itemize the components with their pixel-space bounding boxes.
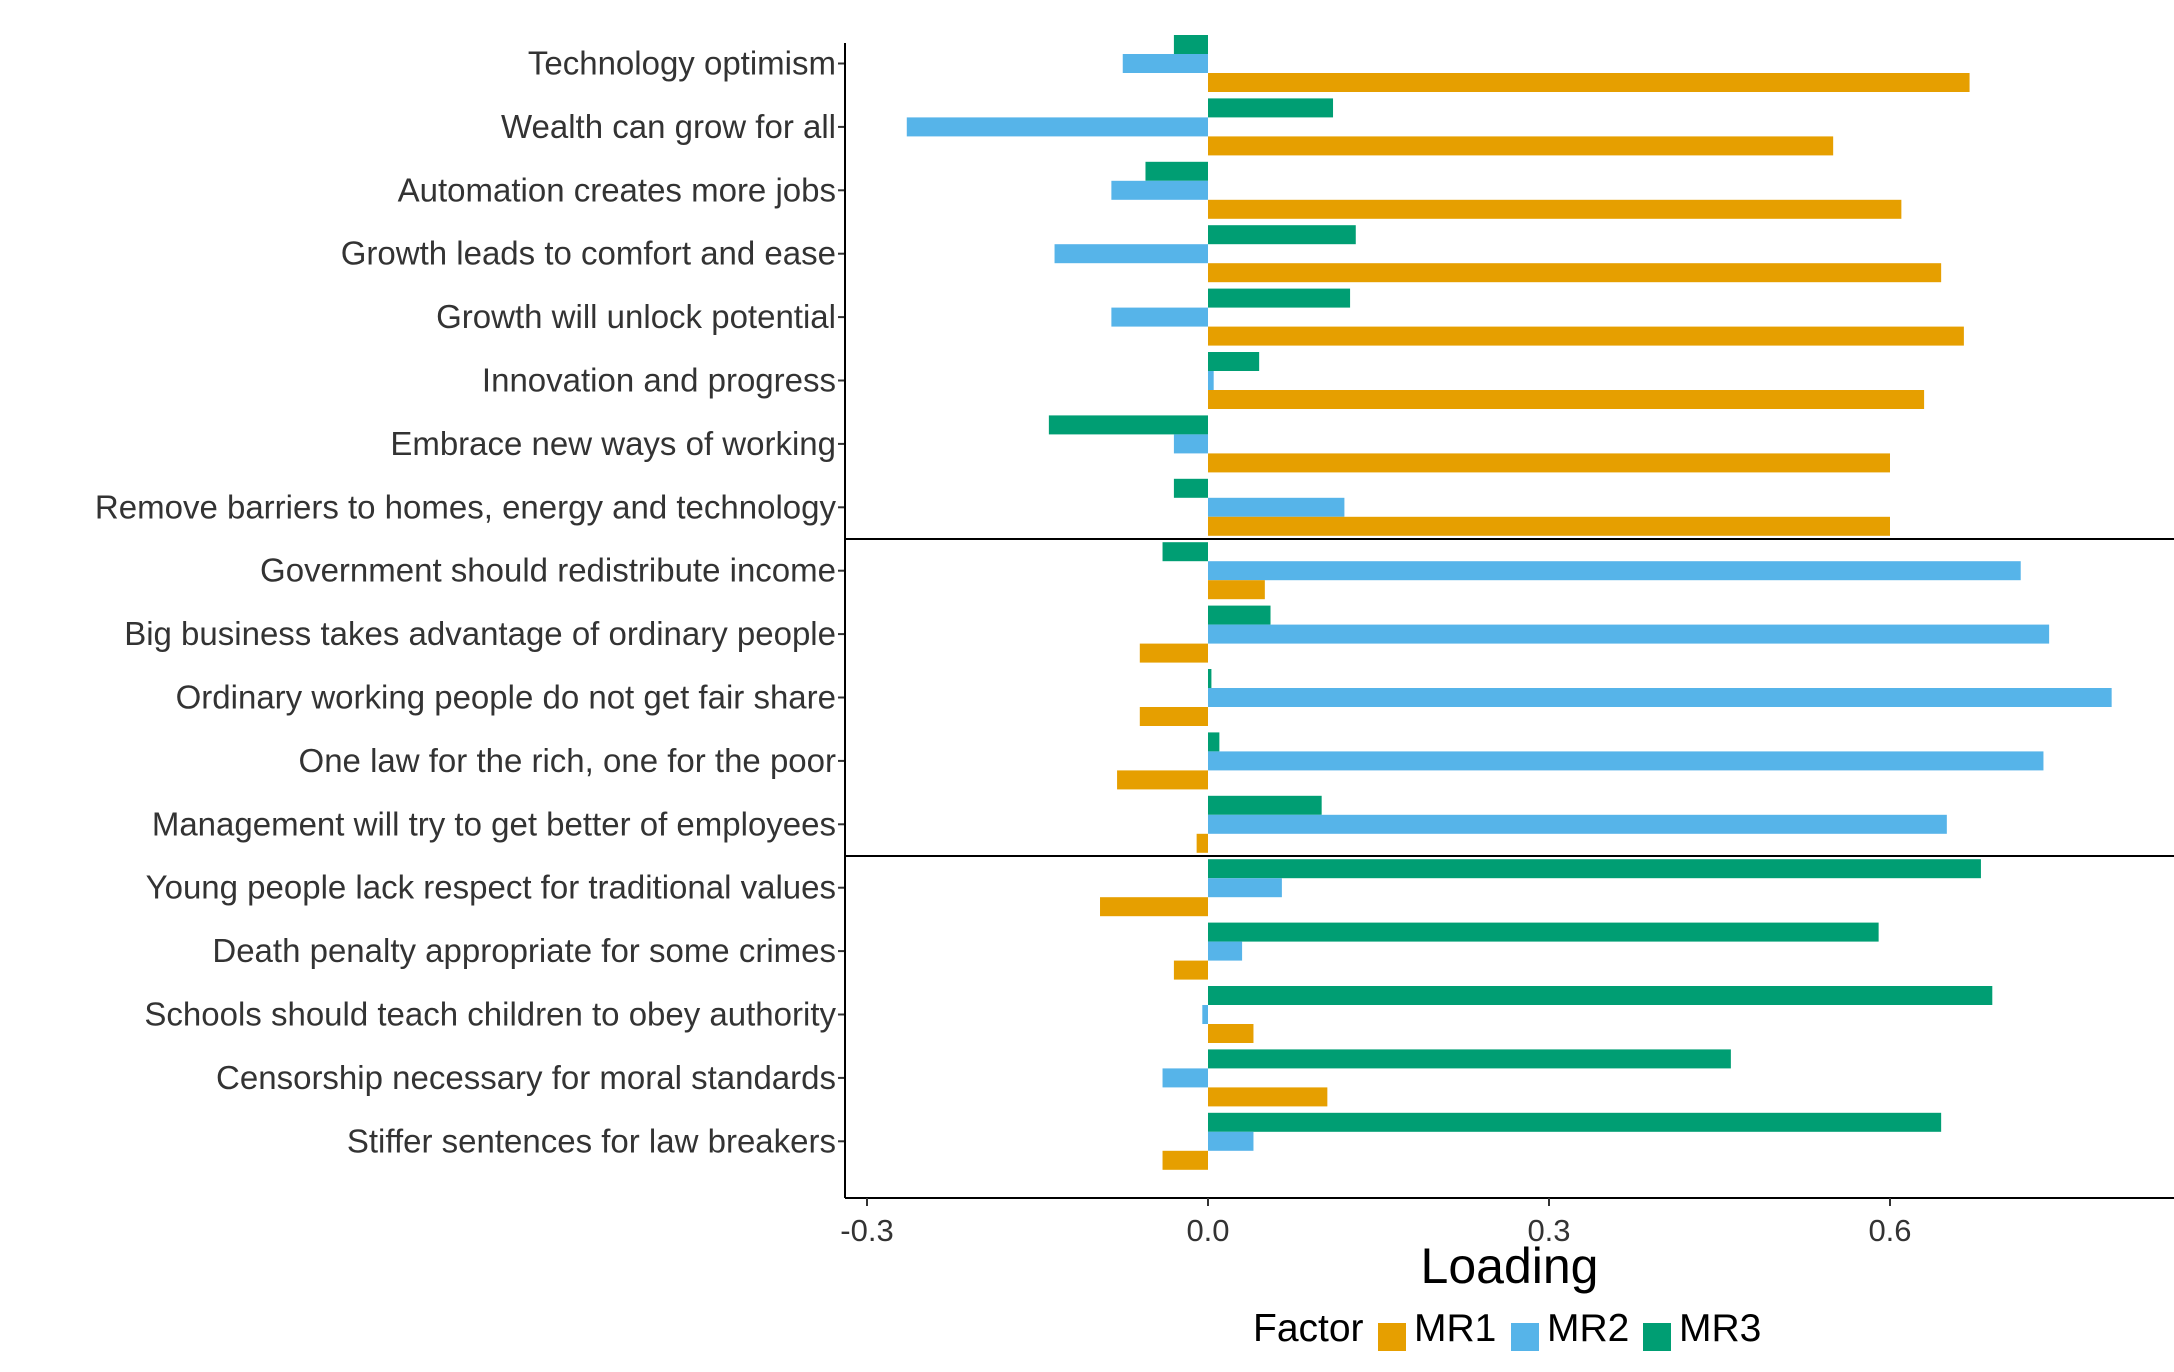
legend-label-mr3: MR3 xyxy=(1679,1307,1761,1350)
bar-mr2-17 xyxy=(1208,1131,1254,1151)
category-label: Ordinary working people do not get fair … xyxy=(176,679,836,716)
bar-mr3-13 xyxy=(1208,859,1981,879)
x-axis-title: Loading xyxy=(1421,1238,1599,1294)
bar-mr3-10 xyxy=(1208,669,1212,688)
bar-layer xyxy=(906,35,2112,1170)
bar-mr2-14 xyxy=(1208,941,1243,961)
bar-mr3-9 xyxy=(1208,605,1271,625)
bar-mr1-14 xyxy=(1173,960,1208,980)
bar-mr1-8 xyxy=(1208,580,1265,600)
bar-mr1-0 xyxy=(1208,73,1970,92)
bar-mr2-6 xyxy=(1173,434,1208,454)
category-label: Growth leads to comfort and ease xyxy=(341,235,836,272)
category-label: Schools should teach children to obey au… xyxy=(144,996,836,1033)
x-tick-label: 0.0 xyxy=(1186,1213,1229,1248)
legend-key-mr1 xyxy=(1378,1323,1406,1351)
legend-label-mr1: MR1 xyxy=(1414,1307,1496,1350)
bar-mr2-0 xyxy=(1122,54,1208,73)
bar-mr1-9 xyxy=(1139,643,1208,663)
category-label: Death penalty appropriate for some crime… xyxy=(212,932,836,969)
bar-mr3-4 xyxy=(1208,288,1351,308)
bar-mr3-8 xyxy=(1162,542,1208,562)
bar-mr2-12 xyxy=(1208,814,1947,834)
bar-mr3-2 xyxy=(1145,161,1208,181)
category-label: One law for the rich, one for the poor xyxy=(299,742,836,779)
bar-mr1-10 xyxy=(1139,707,1208,726)
bar-mr3-17 xyxy=(1208,1112,1942,1132)
bar-mr1-15 xyxy=(1208,1024,1254,1043)
bar-mr3-0 xyxy=(1173,35,1208,54)
bar-mr2-11 xyxy=(1208,751,2044,771)
legend: Factor MR1 MR2 MR3 xyxy=(1253,1307,1761,1351)
category-label: Censorship necessary for moral standards xyxy=(216,1059,836,1096)
category-label: Young people lack respect for traditiona… xyxy=(146,869,836,906)
bar-mr3-15 xyxy=(1208,986,1993,1005)
bar-mr2-16 xyxy=(1162,1068,1208,1088)
bar-mr1-2 xyxy=(1208,199,1902,219)
bar-mr3-7 xyxy=(1173,478,1208,498)
category-label: Government should redistribute income xyxy=(260,552,836,589)
x-tick-label: -0.3 xyxy=(840,1213,893,1248)
category-label: Big business takes advantage of ordinary… xyxy=(124,615,836,652)
bar-mr3-1 xyxy=(1208,98,1334,118)
category-label: Technology optimism xyxy=(528,45,836,82)
bar-mr2-3 xyxy=(1054,244,1208,264)
legend-key-mr2 xyxy=(1511,1323,1539,1351)
legend-title: Factor xyxy=(1253,1307,1364,1350)
category-label: Stiffer sentences for law breakers xyxy=(347,1122,836,1159)
group-separators xyxy=(845,538,2174,857)
bar-mr3-5 xyxy=(1208,352,1260,371)
bar-mr3-12 xyxy=(1208,795,1322,815)
bar-mr3-6 xyxy=(1048,415,1208,435)
bar-mr2-5 xyxy=(1208,371,1214,390)
bar-mr2-7 xyxy=(1208,497,1345,517)
bar-mr2-13 xyxy=(1208,878,1282,898)
category-label: Innovation and progress xyxy=(482,362,836,399)
bar-mr1-4 xyxy=(1208,326,1964,346)
category-label: Embrace new ways of working xyxy=(390,425,836,462)
bar-mr1-1 xyxy=(1208,136,1834,156)
bar-mr3-16 xyxy=(1208,1049,1731,1069)
x-tick-label: 0.3 xyxy=(1527,1213,1570,1248)
bar-mr1-7 xyxy=(1208,516,1890,536)
category-label: Remove barriers to homes, energy and tec… xyxy=(95,488,837,525)
bar-mr1-3 xyxy=(1208,263,1942,283)
legend-key-mr3 xyxy=(1643,1323,1671,1351)
bar-mr2-10 xyxy=(1208,688,2112,707)
bar-mr3-14 xyxy=(1208,922,1879,942)
bar-mr3-11 xyxy=(1208,732,1220,752)
bar-mr2-1 xyxy=(906,117,1208,137)
legend-label-mr2: MR2 xyxy=(1547,1307,1629,1350)
bar-mr1-17 xyxy=(1162,1150,1208,1170)
bar-mr2-8 xyxy=(1208,561,2021,581)
category-label: Wealth can grow for all xyxy=(501,108,836,145)
category-label: Growth will unlock potential xyxy=(436,298,836,335)
bar-mr1-11 xyxy=(1117,770,1208,790)
bar-mr1-12 xyxy=(1196,833,1208,853)
bar-mr1-13 xyxy=(1100,897,1208,917)
bar-mr3-3 xyxy=(1208,225,1356,245)
x-tick-label: 0.6 xyxy=(1868,1213,1911,1248)
bar-mr2-2 xyxy=(1111,180,1208,200)
bar-mr1-6 xyxy=(1208,453,1890,473)
category-label: Automation creates more jobs xyxy=(398,171,836,208)
bar-mr1-16 xyxy=(1208,1087,1328,1107)
category-labels: Technology optimism Wealth can grow for a… xyxy=(95,45,837,1160)
bar-mr2-9 xyxy=(1208,624,2050,644)
bar-mr2-4 xyxy=(1111,307,1208,327)
bar-mr2-15 xyxy=(1202,1005,1208,1024)
x-ticks: -0.3 0.0 0.3 0.6 xyxy=(840,1198,1912,1248)
axes xyxy=(838,43,2174,1199)
category-label: Management will try to get better of emp… xyxy=(152,805,836,842)
bar-mr1-5 xyxy=(1208,390,1925,409)
